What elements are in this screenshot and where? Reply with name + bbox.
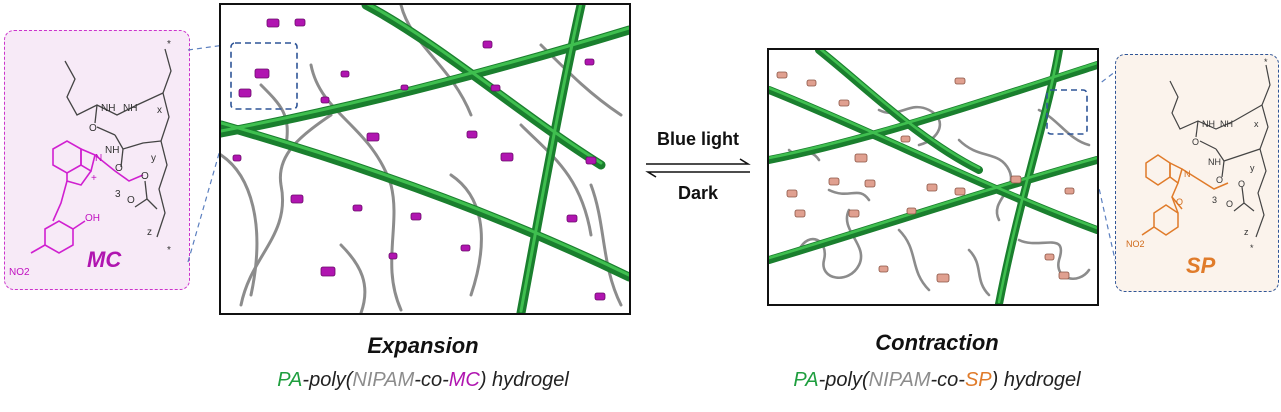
contraction-subtitle-co: -co-	[930, 369, 965, 391]
sp-structure-drawing: NH NH O NH O * * x y z O O 3 N O NO2	[1126, 57, 1271, 253]
mc-star-top: *	[167, 39, 171, 50]
sp-atom-o-1: O	[1192, 137, 1199, 147]
mc-plus: +	[91, 173, 97, 184]
mc-atom-n: N	[95, 153, 102, 164]
contraction-subtitle-monomer: SP	[964, 369, 992, 391]
expansion-subtitle-nipam: NIPAM	[352, 369, 415, 391]
sp-label-z: z	[1244, 227, 1249, 237]
sp-atom-nh-1: NH	[1202, 119, 1215, 129]
mc-atom-nh-2: NH	[123, 103, 137, 114]
mc-atom-o-2: O	[115, 163, 123, 174]
contraction-network-panel	[767, 48, 1099, 306]
sp-atom-n: N	[1184, 169, 1191, 179]
sp-label-y: y	[1250, 163, 1255, 173]
mc-atom-o-4: O	[141, 171, 149, 182]
expansion-subtitle-poly: -poly(	[302, 369, 353, 391]
sp-atom-o-4: O	[1238, 179, 1245, 189]
sp-atom-o-2: O	[1216, 175, 1223, 185]
contraction-subtitle-poly: -poly(	[818, 369, 869, 391]
backward-condition-label: Dark	[677, 183, 719, 203]
sp-star-top: *	[1264, 57, 1268, 67]
contraction-subtitle-rest: ) hydrogel	[991, 369, 1081, 391]
mc-atom-oh: OH	[85, 213, 100, 224]
mc-label-x: x	[157, 105, 162, 116]
sp-label-three: 3	[1212, 195, 1217, 205]
mc-atom-o-1: O	[89, 123, 97, 134]
mc-atom-nh-1: NH	[101, 103, 115, 114]
mc-molecule-label: MC	[87, 247, 122, 272]
expansion-network-panel	[219, 3, 631, 315]
mc-structure-drawing: NH NH O NH O * * x y z O O 3 N + OH NO2	[9, 39, 172, 278]
expansion-title: Expansion	[367, 333, 479, 358]
expansion-subtitle-rest: ) hydrogel	[479, 369, 569, 391]
mc-atom-o-3: O	[127, 195, 135, 206]
sp-atom-o-3: O	[1226, 199, 1233, 209]
expansion-subtitle-pa: PA	[277, 369, 303, 391]
sp-label-x: x	[1254, 119, 1259, 129]
mc-star-bottom: *	[167, 245, 171, 256]
forward-condition-label: Blue light	[657, 129, 739, 149]
sp-atom-no2: NO2	[1126, 239, 1145, 249]
contraction-network-drawing	[769, 50, 1097, 304]
mc-label-y: y	[151, 153, 156, 164]
sp-star-bottom: *	[1250, 243, 1254, 253]
sp-atom-o-ring: O	[1176, 197, 1183, 207]
contraction-title: Contraction	[875, 330, 999, 355]
mc-structure-box: NH NH O NH O * * x y z O O 3 N + OH NO2 …	[4, 30, 190, 290]
sp-structure-box: NH NH O NH O * * x y z O O 3 N O NO2 SP	[1115, 54, 1279, 292]
expansion-subtitle: PA-poly(NIPAM-co-MC) hydrogel	[219, 369, 627, 392]
mc-label-z: z	[147, 227, 152, 238]
sp-molecule-label: SP	[1186, 253, 1216, 278]
mc-atom-nh-3: NH	[105, 145, 119, 156]
expansion-network-drawing	[221, 5, 629, 313]
contraction-subtitle-nipam: NIPAM	[868, 369, 931, 391]
contraction-subtitle: PA-poly(NIPAM-co-SP) hydrogel	[727, 369, 1147, 392]
mc-label-three: 3	[115, 189, 121, 200]
expansion-subtitle-monomer: MC	[448, 369, 480, 391]
sp-atom-nh-2: NH	[1220, 119, 1233, 129]
sp-atom-nh-3: NH	[1208, 157, 1221, 167]
equilibrium-arrows	[645, 158, 751, 178]
contraction-subtitle-pa: PA	[793, 369, 819, 391]
expansion-subtitle-co: -co-	[414, 369, 449, 391]
mc-atom-no2: NO2	[9, 267, 30, 278]
